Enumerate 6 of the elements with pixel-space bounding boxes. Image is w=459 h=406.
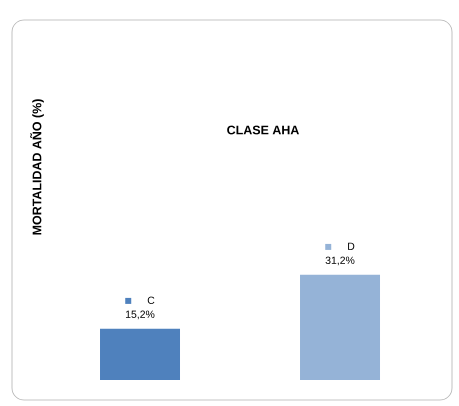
y-axis-title: MORTALIDAD AÑO (%) <box>30 99 44 235</box>
x-tick-label: D <box>348 242 354 250</box>
data-label: 31,2% <box>326 256 354 266</box>
chart-title: CLASE AHA <box>227 126 299 134</box>
data-label: 15,2% <box>126 310 154 320</box>
x-tick-label: C <box>148 296 154 304</box>
